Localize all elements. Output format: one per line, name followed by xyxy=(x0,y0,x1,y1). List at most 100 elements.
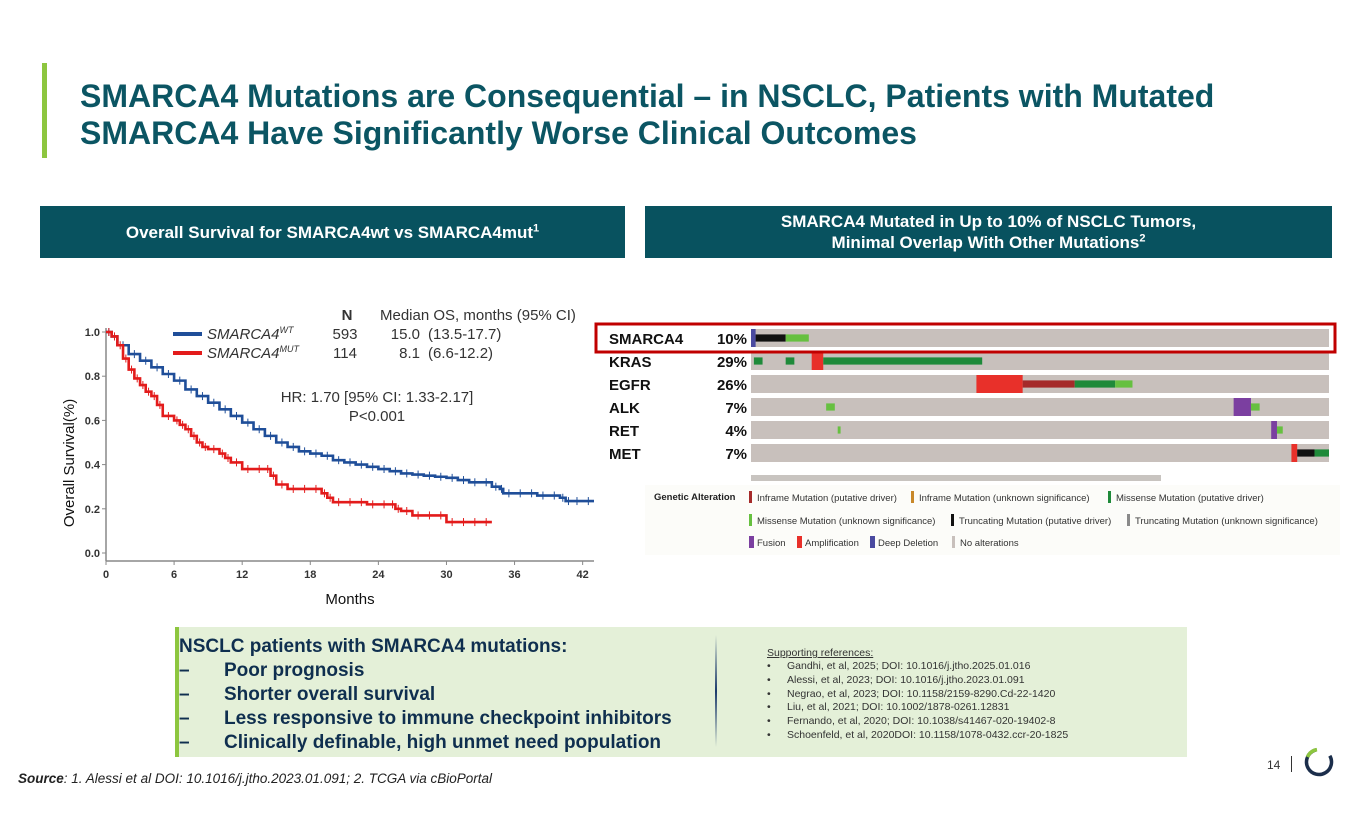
reference-text: Negrao, et al, 2023; DOI: 10.1158/2159-8… xyxy=(787,687,1056,700)
footnote-ref: 1 xyxy=(533,221,540,234)
x-tick-label: 6 xyxy=(171,569,177,581)
gene-percent: 4% xyxy=(725,423,747,440)
dash-bullet: – xyxy=(179,732,190,753)
oncoprint: SMARCA4 10% KRAS 29% EGFR 26% ALK 7% RET 4% MET 7% xyxy=(594,322,1337,481)
reference-item: • Alessi, et al, 2023; DOI: 10.1016/j.jth… xyxy=(767,674,1068,688)
x-tick-label: 42 xyxy=(577,569,589,581)
oncoprint-row-met: MET 7% xyxy=(609,444,1329,463)
no-alteration-track xyxy=(751,421,1329,439)
reference-text: Liu, et al, 2021; DOI: 10.1002/1878-0261… xyxy=(787,701,1010,714)
summary-item: – Less responsive to immune checkpoint in… xyxy=(179,707,715,731)
y-tick-label: 0.8 xyxy=(85,371,100,383)
alteration-amplification xyxy=(811,352,824,370)
gene-percent: 7% xyxy=(725,446,747,463)
alteration-missense-driver xyxy=(785,357,795,365)
reference-text: Fernando, et al, 2020; DOI: 10.1038/s414… xyxy=(787,715,1056,728)
alteration-missense-driver xyxy=(753,357,763,365)
legend-ci-mut: (6.6-12.2) xyxy=(428,345,493,362)
alteration-missense-driver xyxy=(823,357,983,365)
legend-label: Truncating Mutation (putative driver) xyxy=(959,516,1111,527)
legend-swatch xyxy=(952,536,955,548)
alteration-inframe-driver xyxy=(1022,380,1075,388)
genetic-alteration-legend: Genetic Alteration Inframe Mutation (puta… xyxy=(645,485,1340,555)
oncoprint-row-egfr: EGFR 26% xyxy=(609,375,1329,394)
legend-swatch xyxy=(870,536,875,548)
legend-label: Deep Deletion xyxy=(878,538,938,549)
legend-n-wt: 593 xyxy=(332,326,357,343)
oncoprint-row-smarca4: SMARCA4 10% xyxy=(609,329,1329,348)
alteration-missense-unknown xyxy=(837,426,841,434)
legend-label: Fusion xyxy=(757,538,786,549)
sample-scrollbar[interactable] xyxy=(751,475,1161,481)
gene-label: EGFR xyxy=(609,377,651,394)
km-axes xyxy=(105,328,594,562)
no-alteration-track xyxy=(751,398,1329,416)
legend-swatch xyxy=(1108,491,1111,503)
legend-label: Truncating Mutation (unknown significanc… xyxy=(1135,516,1318,527)
alteration-truncating-driver xyxy=(755,334,786,342)
dash-bullet: – xyxy=(179,684,190,705)
legend-median-mut: 8.1 xyxy=(399,345,420,362)
legend-label: Amplification xyxy=(805,538,859,549)
title-line-2: SMARCA4 Have Significantly Worse Clinica… xyxy=(80,115,917,151)
alteration-fusion xyxy=(1233,398,1251,416)
dash-bullet: – xyxy=(179,708,190,729)
source-label: Source xyxy=(18,771,64,786)
oncoprint-row-kras: KRAS 29% xyxy=(609,352,1329,371)
alteration-missense-unknown xyxy=(826,403,835,411)
y-tick-label: 0.6 xyxy=(85,415,100,427)
summary-item-text: Clinically definable, high unmet need po… xyxy=(224,732,662,753)
survival-panel-header: Overall Survival for SMARCA4wt vs SMARCA… xyxy=(40,206,625,258)
legend-swatch xyxy=(749,536,754,548)
gene-label: MET xyxy=(609,446,641,463)
references-box: Supporting references: • Gandhi, et al, 2… xyxy=(715,627,1187,757)
references-divider xyxy=(715,635,717,747)
survival-panel-header-text: Overall Survival for SMARCA4wt vs SMARCA… xyxy=(125,222,534,242)
reference-item: • Gandhi, et al, 2025; DOI: 10.1016/j.jth… xyxy=(767,660,1068,674)
x-tick-label: 30 xyxy=(440,569,452,581)
oncoprint-row-alk: ALK 7% xyxy=(609,398,1329,417)
gene-percent: 26% xyxy=(717,377,747,394)
y-tick-label: 0.0 xyxy=(85,548,100,560)
alteration-missense-driver xyxy=(1314,449,1329,457)
legend-swatch xyxy=(749,514,752,526)
oncoprint-panel-header-line-1: SMARCA4 Mutated in Up to 10% of NSCLC Tu… xyxy=(780,212,1197,231)
gene-percent: 10% xyxy=(717,331,747,348)
legend-swatch xyxy=(911,491,914,503)
bullet: • xyxy=(767,715,771,728)
alteration-amplification xyxy=(976,375,1023,393)
legend-label: Missense Mutation (unknown significance) xyxy=(757,516,935,527)
reference-item: • Schoenfeld, et al, 2020DOI: 10.1158/107… xyxy=(767,729,1068,743)
reference-text: Gandhi, et al, 2025; DOI: 10.1016/j.jtho… xyxy=(787,660,1031,672)
legend-label-mut: SMARCA4MUT xyxy=(207,344,301,362)
title-accent-bar xyxy=(42,63,47,158)
alteration-missense-driver xyxy=(1074,380,1116,388)
reference-item: • Liu, et al, 2021; DOI: 10.1002/1878-026… xyxy=(767,701,1068,715)
bullet: • xyxy=(767,728,771,741)
alteration-missense-unknown xyxy=(1250,403,1260,411)
gene-label: ALK xyxy=(609,400,640,417)
oncoprint-panel-header: SMARCA4 Mutated in Up to 10% of NSCLC Tu… xyxy=(645,206,1332,258)
legend-label: Inframe Mutation (unknown significance) xyxy=(919,493,1090,504)
x-tick-label: 36 xyxy=(508,569,520,581)
legend-header-n: N xyxy=(342,307,353,324)
title-line-1: SMARCA4 Mutations are Consequential – in… xyxy=(80,78,1215,114)
no-alteration-track xyxy=(751,444,1329,462)
legend-label: Missense Mutation (putative driver) xyxy=(1116,493,1264,504)
footnote-ref: 2 xyxy=(1139,232,1146,245)
legend-ci-wt: (13.5-17.7) xyxy=(428,326,501,343)
gene-percent: 29% xyxy=(717,354,747,371)
source-footnote: Source: 1. Alessi et al DOI: 10.1016/j.j… xyxy=(18,771,492,786)
legend-title: Genetic Alteration xyxy=(654,492,736,503)
legend-swatch xyxy=(951,514,954,526)
summary-item: – Poor prognosis xyxy=(179,659,715,683)
alteration-missense-unknown xyxy=(1276,426,1283,434)
bullet: • xyxy=(767,660,771,672)
legend-header-median: Median OS, months (95% CI) xyxy=(380,307,576,324)
summary-box: NSCLC patients with SMARCA4 mutations: –… xyxy=(175,627,715,757)
legend-label: Inframe Mutation (putative driver) xyxy=(757,493,897,504)
legend-median-wt: 15.0 xyxy=(391,326,420,343)
p-value-annotation: P<0.001 xyxy=(349,408,405,425)
smarca4-highlight-box xyxy=(594,322,1337,354)
oncoprint-panel-header-line-2: Minimal Overlap With Other Mutations xyxy=(831,233,1140,252)
